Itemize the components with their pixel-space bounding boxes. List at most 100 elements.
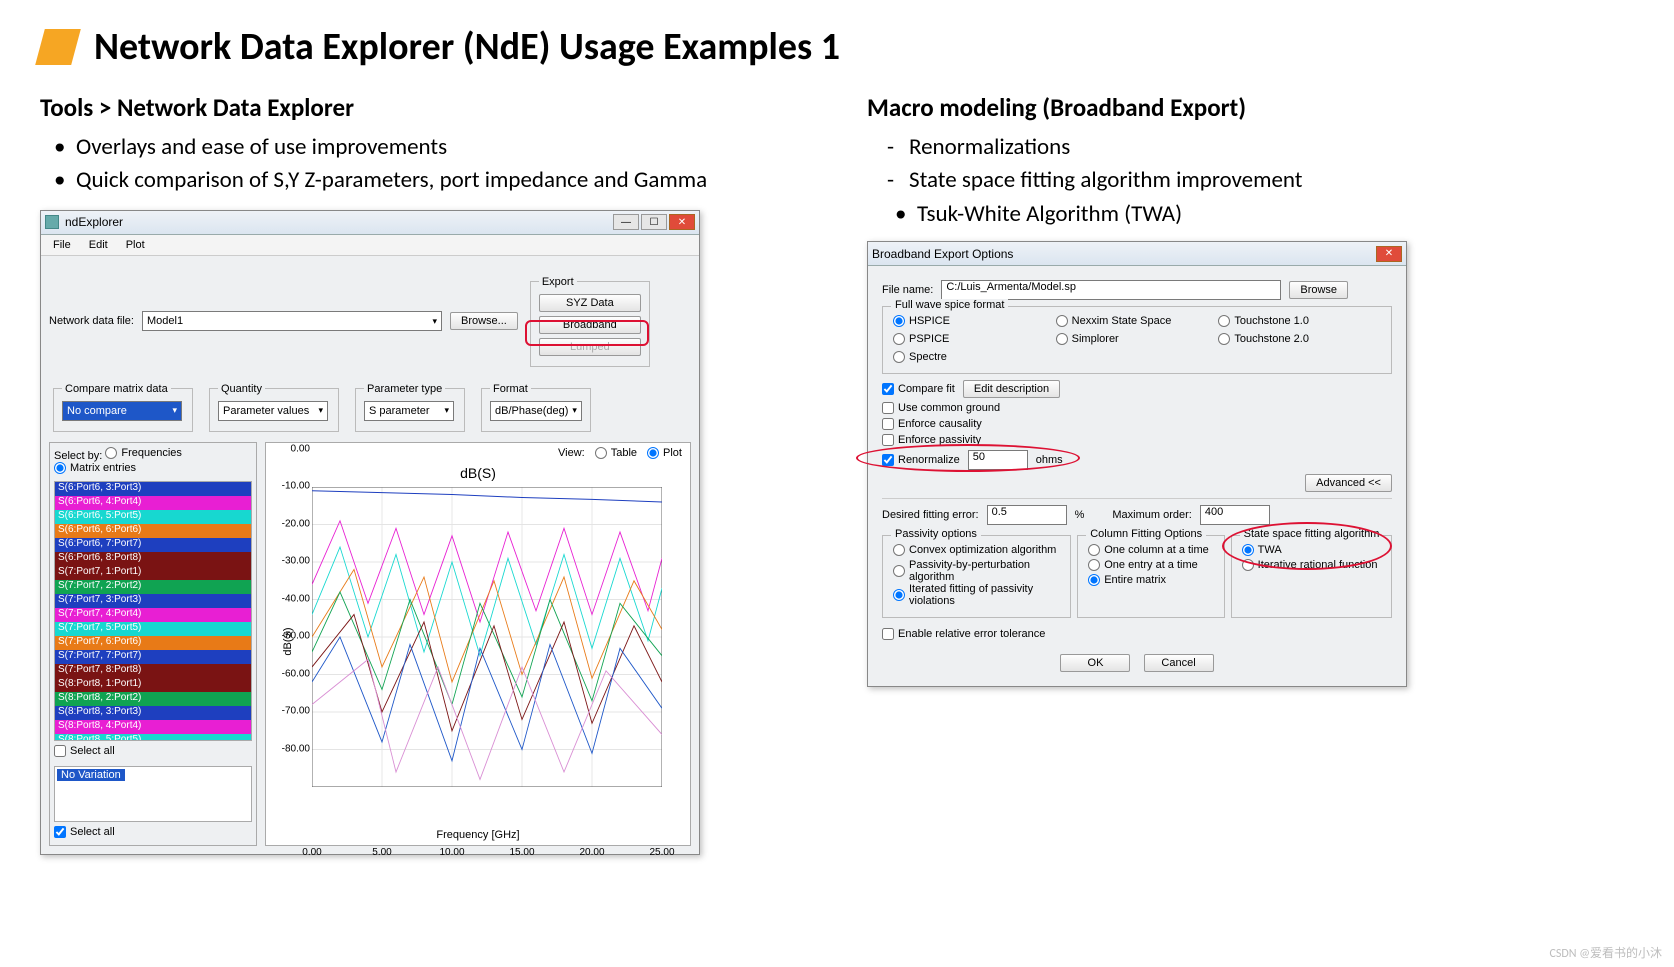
radio-table[interactable]: Table	[595, 447, 637, 459]
list-item[interactable]: S(7:Port7, 3:Port3)	[55, 594, 251, 608]
chk-common-ground[interactable]: Use common ground	[882, 402, 1000, 414]
bullet: Quick comparison of S,Y Z-parameters, po…	[54, 164, 807, 197]
radio-entire[interactable]: Entire matrix	[1088, 574, 1166, 586]
chart-plot	[312, 487, 662, 787]
export-broadband-button[interactable]: Broadband	[539, 316, 641, 334]
radio-irf[interactable]: Iterative rational function	[1242, 559, 1378, 571]
menu-plot[interactable]: Plot	[118, 237, 153, 253]
variation-list[interactable]: No Variation	[54, 766, 252, 822]
radio-oneentry[interactable]: One entry at a time	[1088, 559, 1198, 571]
list-item[interactable]: S(7:Port7, 4:Port4)	[55, 608, 251, 622]
list-item[interactable]: S(6:Port6, 8:Port8)	[55, 552, 251, 566]
menu-edit[interactable]: Edit	[81, 237, 116, 253]
export-legend: Export	[539, 276, 577, 288]
list-item[interactable]: S(8:Port8, 1:Port1)	[55, 678, 251, 692]
max-ord-input[interactable]: 400	[1200, 505, 1270, 525]
chk-compare-fit[interactable]: Compare fit	[882, 383, 955, 395]
list-item[interactable]: S(6:Port6, 6:Port6)	[55, 524, 251, 538]
radio-matrix-entries[interactable]: Matrix entries	[54, 462, 136, 474]
renorm-unit: ohms	[1036, 454, 1063, 466]
list-item[interactable]: S(6:Port6, 4:Port4)	[55, 496, 251, 510]
chart-title: dB(S)	[266, 465, 690, 481]
list-item[interactable]: S(6:Port6, 5:Port5)	[55, 510, 251, 524]
dash: Renormalizations	[887, 131, 1634, 164]
file-input[interactable]: C:/Luis_Armenta/Model.sp	[941, 280, 1281, 300]
fit-err-input[interactable]: 0.5	[987, 505, 1067, 525]
minimize-button[interactable]: —	[613, 214, 639, 230]
radio-hspice[interactable]: HSPICE	[893, 315, 1056, 327]
ok-button[interactable]: OK	[1060, 654, 1130, 672]
dlg-close-button[interactable]: ✕	[1376, 246, 1402, 262]
list-item[interactable]: S(6:Port6, 3:Port3)	[55, 482, 251, 496]
radio-iterated[interactable]: Iterated fitting of passivity violations	[893, 583, 1060, 607]
nde-titlebar: ndExplorer — ☐ ✕	[41, 211, 699, 235]
app-icon	[45, 215, 59, 229]
browse-button[interactable]: Browse...	[450, 312, 518, 330]
slide-title: Network Data Explorer (NdE) Usage Exampl…	[94, 24, 840, 70]
dlg-titlebar: Broadband Export Options ✕	[868, 242, 1406, 266]
dlg-title: Broadband Export Options	[872, 247, 1370, 261]
format-dropdown[interactable]: dB/Phase(deg)	[490, 401, 582, 421]
radio-convex[interactable]: Convex optimization algorithm	[893, 544, 1056, 556]
edit-description-button[interactable]: Edit description	[963, 380, 1060, 398]
select-by-label: Select by:	[54, 450, 102, 462]
radio-onecol[interactable]: One column at a time	[1088, 544, 1209, 556]
export-syz-button[interactable]: SYZ Data	[539, 294, 641, 312]
radio-frequencies[interactable]: Frequencies	[105, 447, 182, 459]
fit-err-label: Desired fitting error:	[882, 509, 979, 521]
dash: State space fitting algorithm improvemen…	[887, 164, 1634, 197]
list-item[interactable]: S(7:Port7, 7:Port7)	[55, 650, 251, 664]
left-heading: Tools > Network Data Explorer	[40, 92, 807, 123]
browse-button[interactable]: Browse	[1289, 281, 1348, 299]
chk-enforce-passivity[interactable]: Enforce passivity	[882, 434, 981, 446]
ptype-dropdown[interactable]: S parameter	[364, 401, 454, 421]
sub-bullet: Tsuk-White Algorithm (TWA)	[895, 198, 1634, 231]
chk-enforce-causality[interactable]: Enforce causality	[882, 418, 982, 430]
close-button[interactable]: ✕	[669, 214, 695, 230]
matrix-entries-list[interactable]: S(6:Port6, 3:Port3)S(6:Port6, 4:Port4)S(…	[54, 481, 252, 741]
radio-plot[interactable]: Plot	[647, 447, 682, 459]
radio-nexxim[interactable]: Nexxim State Space	[1056, 315, 1219, 327]
netfile-dropdown[interactable]: Model1	[142, 311, 442, 331]
right-heading: Macro modeling (Broadband Export)	[867, 92, 1634, 123]
list-item[interactable]: S(7:Port7, 5:Port5)	[55, 622, 251, 636]
list-item[interactable]: S(7:Port7, 8:Port8)	[55, 664, 251, 678]
menu-file[interactable]: File	[45, 237, 79, 253]
list-item[interactable]: S(8:Port8, 5:Port5)	[55, 734, 251, 741]
quantity-dropdown[interactable]: Parameter values	[218, 401, 328, 421]
radio-touchstone1[interactable]: Touchstone 1.0	[1218, 315, 1381, 327]
max-ord-label: Maximum order:	[1112, 509, 1191, 521]
maximize-button[interactable]: ☐	[641, 214, 667, 230]
list-item[interactable]: S(7:Port7, 6:Port6)	[55, 636, 251, 650]
radio-spectre[interactable]: Spectre	[893, 351, 1056, 363]
bullet: Overlays and ease of use improvements	[54, 131, 807, 164]
chk-renormalize[interactable]: Renormalize	[882, 454, 960, 466]
list-item[interactable]: S(8:Port8, 4:Port4)	[55, 720, 251, 734]
accent-bar	[35, 29, 81, 65]
renorm-input[interactable]: 50	[968, 450, 1028, 470]
view-label: View:	[558, 447, 585, 459]
list-item[interactable]: S(8:Port8, 2:Port2)	[55, 692, 251, 706]
file-label: File name:	[882, 284, 933, 296]
compare-dropdown[interactable]: No compare	[62, 401, 182, 421]
radio-simplorer[interactable]: Simplorer	[1056, 333, 1219, 345]
netfile-label: Network data file:	[49, 315, 134, 327]
list-item[interactable]: S(6:Port6, 7:Port7)	[55, 538, 251, 552]
fwsf-legend: Full wave spice format	[891, 299, 1008, 311]
radio-pspice[interactable]: PSPICE	[893, 333, 1056, 345]
radio-twa[interactable]: TWA	[1242, 544, 1282, 556]
export-lumped-button[interactable]: Lumped	[539, 338, 641, 356]
select-all-top[interactable]: Select all	[54, 745, 115, 757]
cancel-button[interactable]: Cancel	[1144, 654, 1214, 672]
list-item[interactable]: S(7:Port7, 2:Port2)	[55, 580, 251, 594]
watermark: CSDN @爱看书的小沐	[1550, 944, 1662, 961]
window-title: ndExplorer	[65, 215, 607, 229]
advanced-button[interactable]: Advanced <<	[1305, 474, 1392, 492]
select-all-bottom[interactable]: Select all	[54, 826, 115, 838]
menubar: File Edit Plot	[41, 235, 699, 256]
radio-perturbation[interactable]: Passivity-by-perturbation algorithm	[893, 559, 1060, 583]
list-item[interactable]: S(7:Port7, 1:Port1)	[55, 566, 251, 580]
list-item[interactable]: S(8:Port8, 3:Port3)	[55, 706, 251, 720]
radio-touchstone2[interactable]: Touchstone 2.0	[1218, 333, 1381, 345]
chk-rel-err[interactable]: Enable relative error tolerance	[882, 628, 1045, 640]
